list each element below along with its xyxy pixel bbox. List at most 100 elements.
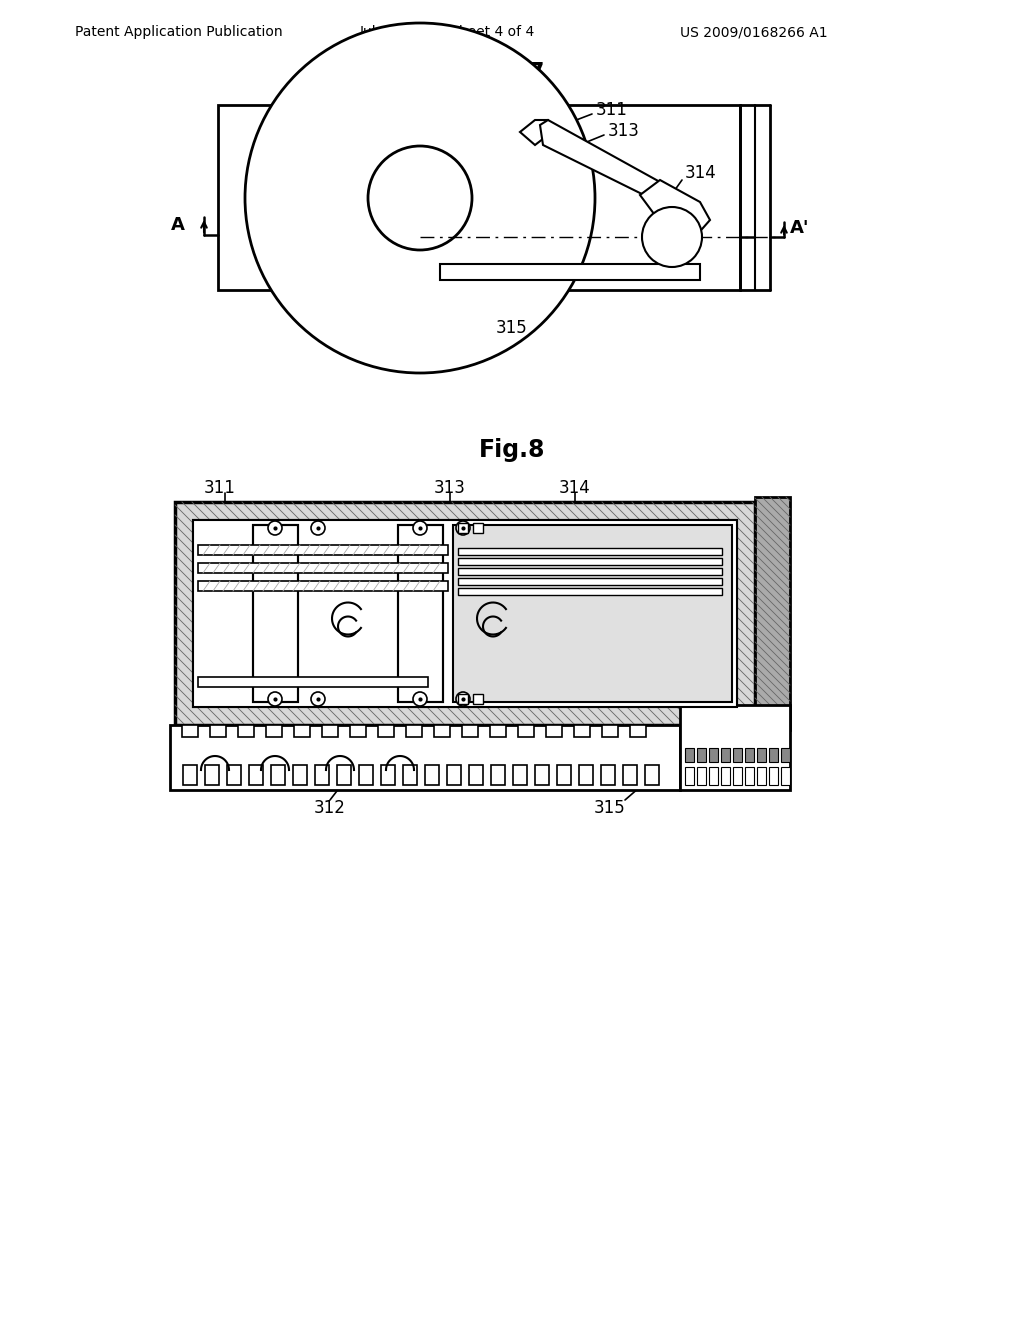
Bar [601,766,615,785]
Text: Fig.7: Fig.7 [479,61,545,84]
Text: 311: 311 [596,102,628,119]
Bar [294,725,310,737]
Bar [227,766,241,785]
Bar [205,766,219,785]
Circle shape [368,147,472,249]
Bar [266,725,282,737]
Bar [709,767,718,785]
Bar [315,766,329,785]
Bar [293,766,307,785]
Bar [546,725,562,737]
Bar [709,748,718,762]
Bar [350,725,366,737]
Bar [359,766,373,785]
Bar [403,766,417,785]
Bar [623,766,637,785]
Bar [733,748,742,762]
Bar [253,525,298,702]
Bar [535,766,549,785]
Bar [680,705,790,789]
Polygon shape [520,120,548,145]
Bar [182,725,198,737]
Text: US 2009/0168266 A1: US 2009/0168266 A1 [680,25,827,40]
Bar [490,766,505,785]
Circle shape [311,692,325,706]
Bar [458,578,722,585]
Circle shape [413,521,427,535]
Text: 311: 311 [204,479,236,498]
Circle shape [456,521,470,535]
Bar [406,725,422,737]
Bar [175,502,755,725]
Bar [769,767,778,785]
Text: 315: 315 [594,799,626,817]
Bar [398,525,443,702]
Bar [490,725,506,737]
Bar [198,545,449,554]
Bar [398,525,443,702]
Bar [458,568,722,576]
Polygon shape [640,180,710,238]
Circle shape [413,692,427,706]
Bar [210,725,226,737]
Bar [458,523,468,533]
Bar [473,523,483,533]
Text: 315: 315 [496,319,528,337]
Bar [755,498,790,730]
Circle shape [642,207,702,267]
Bar [733,767,742,785]
Bar [198,564,449,573]
Bar [769,748,778,762]
Bar [218,106,740,290]
Bar [198,677,428,686]
Circle shape [456,692,470,706]
Bar [697,767,706,785]
Bar [271,766,285,785]
Bar [458,587,722,595]
Bar [322,725,338,737]
Text: Jul. 2, 2009   Sheet 4 of 4: Jul. 2, 2009 Sheet 4 of 4 [360,25,536,40]
Bar [469,766,483,785]
Bar [253,525,298,702]
Bar [440,264,700,280]
Circle shape [245,22,595,374]
Bar [249,766,263,785]
Bar [557,766,571,785]
Bar [745,748,754,762]
Bar [574,725,590,737]
Bar [781,767,790,785]
Bar [198,581,449,591]
Bar [757,767,766,785]
Text: 312: 312 [314,799,346,817]
Bar [473,694,483,704]
Bar [685,767,694,785]
Bar [193,520,737,708]
Bar [378,725,394,737]
Bar [518,725,534,737]
Bar [434,725,450,737]
Bar [745,767,754,785]
Text: A: A [171,216,185,234]
Bar [458,558,722,565]
Text: 314: 314 [559,479,591,498]
Text: Fig.8: Fig.8 [479,438,545,462]
Text: 313: 313 [608,121,640,140]
Bar [602,725,618,737]
Bar [721,748,730,762]
Circle shape [268,521,282,535]
Bar [630,725,646,737]
Bar [183,766,197,785]
Bar [447,766,461,785]
Bar [697,748,706,762]
Bar [337,766,351,785]
Circle shape [311,521,325,535]
Bar [193,520,737,708]
Text: 314: 314 [685,164,717,182]
Bar [685,748,694,762]
Bar [721,767,730,785]
Text: 313: 313 [434,479,466,498]
Circle shape [268,692,282,706]
Text: A': A' [790,219,810,238]
Bar [462,725,478,737]
Bar [645,766,659,785]
